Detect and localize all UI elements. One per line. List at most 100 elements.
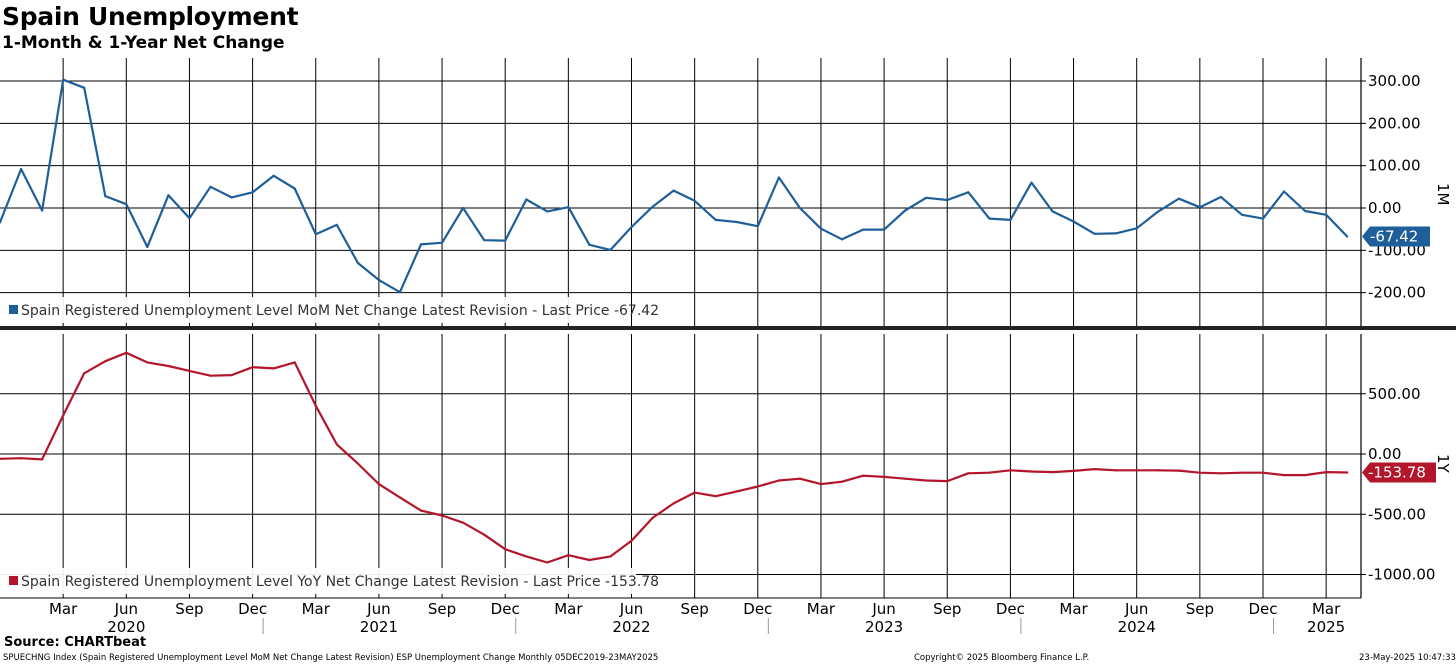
- data-point-yoy: [293, 361, 296, 364]
- x-tick-label-year: 2020: [107, 618, 145, 636]
- x-tick-label-month: Dec: [238, 600, 267, 618]
- data-point-mom: [861, 228, 865, 231]
- data-point-yoy: [1030, 470, 1033, 473]
- data-point-mom: [1009, 218, 1012, 221]
- data-point-yoy: [314, 404, 317, 407]
- x-tick-label-month: Mar: [807, 600, 836, 618]
- x-tick-label-month: Sep: [175, 600, 203, 618]
- data-point-mom: [925, 196, 928, 199]
- data-point-mom: [967, 191, 970, 194]
- data-point-yoy: [693, 491, 696, 494]
- data-point-mom: [1093, 232, 1096, 235]
- data-point-mom: [1282, 190, 1286, 193]
- data-point-mom: [209, 185, 212, 188]
- data-point-yoy: [861, 474, 865, 477]
- data-point-yoy: [567, 554, 570, 557]
- x-tick-label-month: Jun: [871, 600, 895, 618]
- data-point-mom: [41, 209, 44, 212]
- data-point-mom: [314, 233, 317, 236]
- x-tick-label-month: Mar: [1312, 600, 1341, 618]
- data-point-yoy: [735, 490, 738, 493]
- data-point-mom: [83, 86, 86, 89]
- data-point-yoy: [1072, 469, 1075, 472]
- data-point-mom: [146, 245, 149, 249]
- data-point-yoy: [419, 509, 423, 512]
- data-point-yoy: [609, 555, 612, 558]
- data-point-yoy: [167, 364, 170, 368]
- data-point-yoy: [1009, 469, 1012, 472]
- data-point-mom: [1135, 227, 1138, 230]
- x-tick-label-month: Sep: [1186, 600, 1214, 618]
- data-point-mom: [440, 241, 444, 244]
- data-point-yoy: [904, 477, 907, 480]
- data-point-yoy: [398, 496, 402, 499]
- last-price-value-yoy: -153.78: [1368, 464, 1426, 482]
- data-point-yoy: [819, 483, 823, 486]
- data-point-mom: [1114, 232, 1117, 235]
- data-point-mom: [714, 218, 717, 221]
- data-point-yoy: [756, 485, 759, 488]
- data-point-yoy: [546, 561, 549, 564]
- data-point-yoy: [988, 471, 991, 474]
- data-point-yoy: [19, 457, 23, 460]
- data-point-yoy: [925, 479, 928, 482]
- data-point-mom: [735, 220, 738, 224]
- data-point-yoy: [125, 351, 128, 354]
- y-axis-1y: 500.00 0.00 -500.00 -1000.00: [1361, 385, 1435, 584]
- data-point-mom: [504, 239, 507, 242]
- data-point-mom: [419, 243, 423, 246]
- data-point-mom: [19, 167, 23, 171]
- data-point-yoy: [1156, 469, 1159, 472]
- legend-text-mom: Spain Registered Unemployment Level MoM …: [21, 303, 659, 319]
- data-point-mom: [1156, 210, 1159, 213]
- data-point-yoy: [967, 472, 970, 475]
- data-point-yoy: [777, 479, 780, 482]
- data-point-yoy: [1282, 473, 1286, 477]
- data-point-mom: [609, 248, 612, 252]
- x-tick-label-month: Mar: [302, 600, 331, 618]
- x-tick-label-month: Jun: [1124, 600, 1148, 618]
- data-point-mom: [798, 206, 802, 210]
- series-points-yoy: [0, 351, 1349, 564]
- data-point-yoy: [651, 516, 654, 519]
- data-point-yoy: [714, 495, 717, 498]
- data-point-mom: [462, 206, 465, 210]
- data-point-mom: [356, 261, 359, 265]
- data-point-mom: [946, 198, 949, 202]
- x-tick-label-month: Sep: [681, 600, 709, 618]
- y-tick-label: -200.00: [1368, 284, 1426, 302]
- x-tick-label-month: Jun: [114, 600, 138, 618]
- data-point-yoy: [525, 555, 528, 558]
- data-point-yoy: [41, 458, 44, 461]
- data-point-mom: [630, 225, 633, 229]
- data-point-mom: [988, 217, 991, 220]
- data-point-mom: [335, 223, 338, 227]
- x-tick-label-month: Jun: [366, 600, 390, 618]
- data-point-yoy: [83, 372, 86, 375]
- panel-label-1m: 1M: [1434, 183, 1452, 206]
- panel-1y: 500.00 0.00 -500.00 -1000.00 Spain Register…: [0, 334, 1452, 598]
- data-point-yoy: [840, 480, 844, 483]
- data-point-mom: [1219, 195, 1222, 199]
- data-point-mom: [188, 217, 191, 220]
- x-tick-label-month: Sep: [428, 600, 456, 618]
- data-point-yoy: [209, 374, 212, 377]
- series-line-yoy: [0, 351, 1348, 564]
- data-point-yoy: [504, 548, 507, 551]
- series-points-mom: [0, 78, 1349, 294]
- data-point-mom: [62, 78, 65, 81]
- data-point-mom: [651, 205, 654, 208]
- data-point-mom: [819, 227, 823, 230]
- data-point-yoy: [1346, 471, 1349, 474]
- data-point-yoy: [188, 369, 191, 372]
- data-point-mom: [525, 198, 528, 201]
- data-point-mom: [104, 195, 107, 198]
- data-point-yoy: [483, 533, 486, 536]
- legend-1y: Spain Registered Unemployment Level YoY …: [0, 568, 659, 594]
- x-tick-label-year: 2022: [612, 618, 650, 636]
- x-tick-label-month: Sep: [933, 600, 961, 618]
- x-tick-label-year: 2021: [360, 618, 398, 636]
- data-point-yoy: [1135, 469, 1138, 472]
- y-tick-label: 0.00: [1368, 199, 1401, 217]
